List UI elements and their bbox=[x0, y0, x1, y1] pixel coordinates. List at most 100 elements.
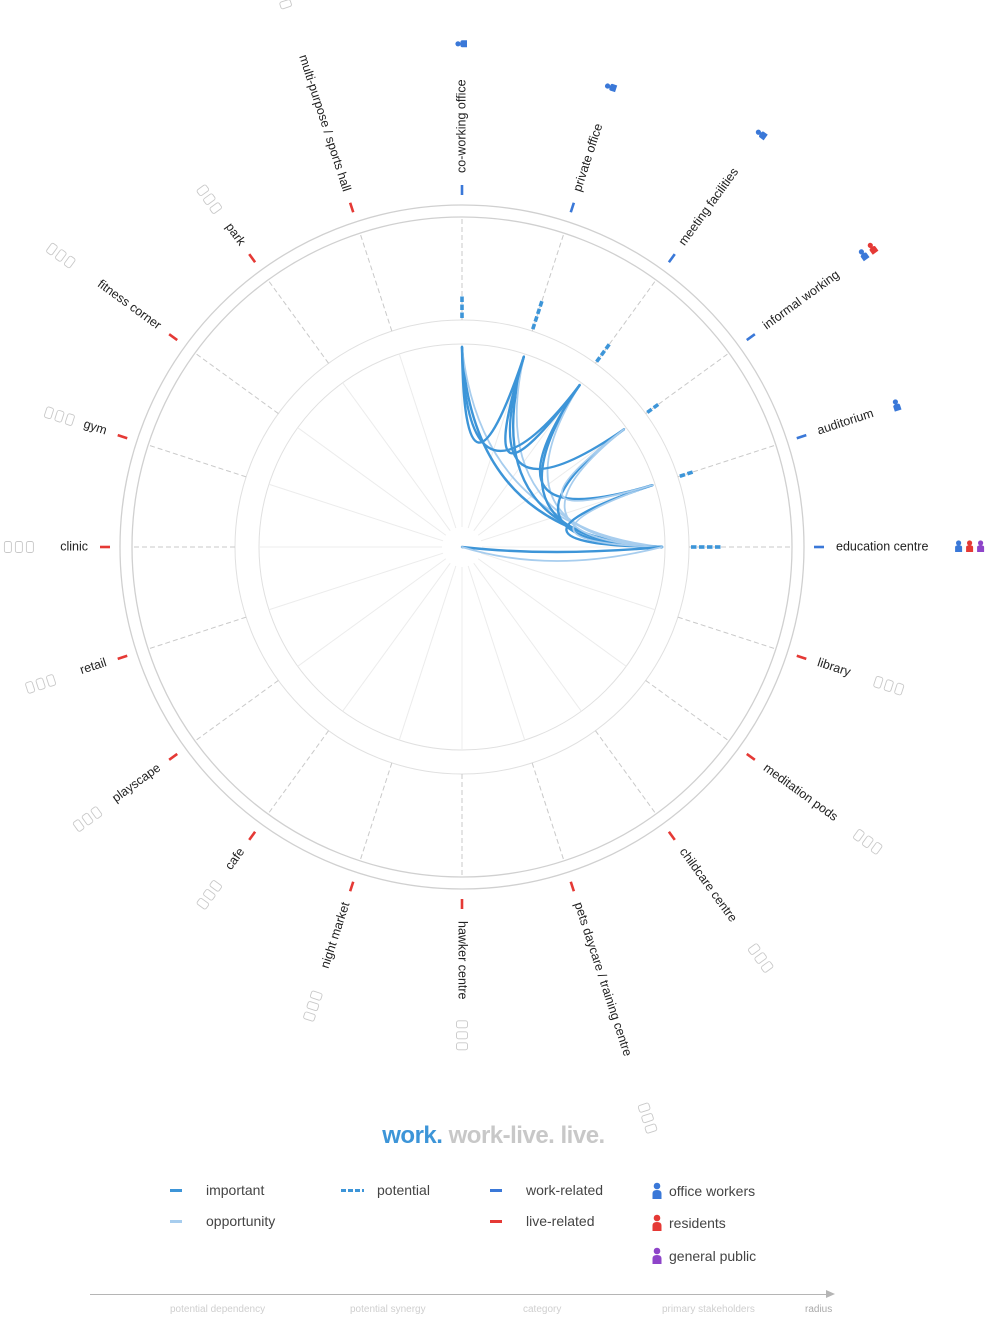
legend-opportunity-label: opportunity bbox=[206, 1213, 276, 1229]
category-tick-gym bbox=[117, 433, 128, 440]
axis-potential-synergy: potential synergy bbox=[350, 1304, 426, 1315]
stakeholder-icon-office-education-centre bbox=[956, 540, 962, 546]
inner-spoke-retail bbox=[268, 552, 444, 611]
node-auditorium: auditorium bbox=[815, 399, 902, 437]
empty-stakeholder-icon-library bbox=[894, 682, 905, 696]
potential-mark-meeting-facilities bbox=[595, 356, 602, 363]
link-education-centre-meeting-facilities bbox=[546, 384, 663, 548]
spoke-night-market bbox=[359, 762, 393, 862]
axis-potential-dependency: potential dependency bbox=[170, 1304, 266, 1315]
spoke-gym bbox=[147, 444, 247, 478]
stakeholder-icon-body-informal-working bbox=[860, 252, 870, 262]
node-education-centre: education centre bbox=[836, 539, 985, 553]
empty-stakeholder-icon-fitness-corner bbox=[55, 249, 67, 262]
link-education-centre-informal-working bbox=[563, 428, 663, 548]
empty-stakeholder-icon-clinic bbox=[3, 541, 12, 553]
category-tick-informal-working bbox=[746, 333, 756, 342]
legend-work-related-label: work-related bbox=[526, 1182, 604, 1198]
node-label-meditation-pods: meditation pods bbox=[761, 761, 841, 824]
node-label-education-centre: education centre bbox=[836, 539, 928, 553]
link-education-centre-education-centre bbox=[461, 546, 663, 562]
stakeholder-icon-office-auditorium bbox=[892, 399, 898, 405]
legend-office-workers: office workers bbox=[651, 1182, 755, 1200]
stakeholder-icon-body-meeting-facilities bbox=[758, 131, 768, 141]
category-tick-multi-purpose-sports-hall bbox=[348, 202, 355, 213]
work-related-swatch bbox=[490, 1188, 502, 1192]
diagram-title: work. work-live. live. bbox=[0, 1122, 987, 1150]
link-education-centre-auditorium bbox=[572, 484, 663, 548]
inner-spoke-gym bbox=[268, 483, 444, 542]
empty-stakeholder-icon-gym bbox=[43, 406, 54, 420]
stakeholder-icon-office-informal-working bbox=[858, 249, 865, 255]
stakeholder-icon-public-education-centre bbox=[978, 540, 984, 546]
empty-stakeholder-icon-park bbox=[196, 184, 210, 197]
legend-opportunity: opportunity bbox=[170, 1213, 275, 1229]
inner-spoke-night-market bbox=[398, 565, 457, 741]
empty-stakeholder-icon-pets-daycare-training-centre bbox=[644, 1123, 658, 1134]
node-retail: retail bbox=[25, 655, 108, 694]
general-public-icon bbox=[652, 1247, 662, 1264]
category-tick-fitness-corner bbox=[168, 333, 178, 342]
axis-primary-stakeholders: primary stakeholders bbox=[662, 1304, 755, 1315]
axis-radius: radius bbox=[805, 1304, 833, 1315]
residents-icon bbox=[652, 1214, 662, 1231]
category-tick-playscape bbox=[168, 752, 178, 761]
node-label-multi-purpose-sports-hall: multi-purpose / sports hall bbox=[296, 53, 354, 193]
spoke-playscape bbox=[194, 680, 279, 742]
empty-stakeholder-icon-meditation-pods bbox=[862, 835, 874, 848]
inner-spoke-childcare-centre bbox=[473, 562, 582, 712]
potential-mark-meeting-facilities bbox=[604, 343, 611, 350]
legend-office-workers-label: office workers bbox=[669, 1183, 756, 1199]
inner-spoke-pets-daycare-training-centre bbox=[467, 565, 526, 741]
inner-spoke-meditation-pods bbox=[477, 558, 627, 667]
node-meeting-facilities: meeting facilities bbox=[676, 129, 768, 248]
links bbox=[460, 345, 664, 562]
inner-spoke-playscape bbox=[297, 558, 447, 667]
stakeholder-icon-body-private-office bbox=[609, 83, 618, 93]
inner-spoke-multi-purpose-sports-hall bbox=[398, 353, 457, 529]
node-label-childcare-centre: childcare centre bbox=[677, 845, 740, 925]
potential-swatch bbox=[341, 1188, 364, 1192]
inner-spoke-informal-working bbox=[477, 427, 627, 536]
important-swatch bbox=[170, 1188, 182, 1192]
inner-spoke-fitness-corner bbox=[297, 427, 447, 536]
stakeholder-icon-body-education-centre bbox=[966, 545, 974, 552]
empty-stakeholder-icon-cafe bbox=[196, 897, 210, 910]
empty-stakeholder-icon-childcare-centre bbox=[760, 961, 774, 973]
empty-stakeholder-icon-pets-daycare-training-centre bbox=[641, 1113, 654, 1124]
node-informal-working: informal working bbox=[760, 242, 879, 332]
empty-stakeholder-icon-night-market bbox=[306, 1001, 320, 1012]
stakeholder-icon-body-auditorium bbox=[893, 403, 902, 412]
legend-important-label: important bbox=[206, 1182, 265, 1198]
empty-stakeholder-icon-night-market bbox=[309, 990, 323, 1001]
empty-stakeholder-icon-playscape bbox=[90, 806, 103, 819]
empty-stakeholder-icon-retail bbox=[46, 674, 57, 687]
potential-mark-private-office bbox=[538, 300, 544, 307]
axis-category: category bbox=[523, 1304, 562, 1315]
node-library: library bbox=[816, 655, 905, 696]
spoke-meditation-pods bbox=[645, 680, 730, 742]
node-fitness-corner: fitness corner bbox=[46, 242, 164, 332]
legend-live-related-label: live-related bbox=[526, 1213, 595, 1229]
node-label-night-market: night market bbox=[318, 900, 353, 970]
node-gym: gym bbox=[43, 406, 109, 437]
spoke-cafe bbox=[267, 730, 329, 815]
legend-work-related: work-related bbox=[490, 1182, 603, 1198]
spoke-multi-purpose-sports-hall bbox=[359, 232, 393, 332]
empty-stakeholder-icon-library bbox=[883, 679, 894, 692]
node-label-pets-daycare-training-centre: pets daycare / training centre bbox=[572, 900, 635, 1058]
node-label-hawker-centre: hawker centre bbox=[456, 921, 470, 1000]
node-night-market: night market bbox=[303, 900, 353, 1022]
spoke-private-office bbox=[531, 232, 565, 332]
node-label-clinic: clinic bbox=[60, 539, 88, 553]
empty-stakeholder-icon-park bbox=[209, 202, 222, 214]
outer-ring-inner bbox=[131, 216, 793, 878]
empty-stakeholder-icon-clinic bbox=[25, 541, 34, 553]
legend-general-public: general public bbox=[651, 1247, 756, 1265]
office-workers-icon bbox=[652, 1182, 662, 1199]
category-tick-childcare-centre bbox=[667, 831, 676, 841]
link-education-centre-private-office bbox=[515, 355, 663, 548]
node-playscape: playscape bbox=[72, 761, 163, 832]
empty-stakeholder-icon-playscape bbox=[72, 819, 85, 832]
category-tick-night-market bbox=[348, 881, 355, 892]
